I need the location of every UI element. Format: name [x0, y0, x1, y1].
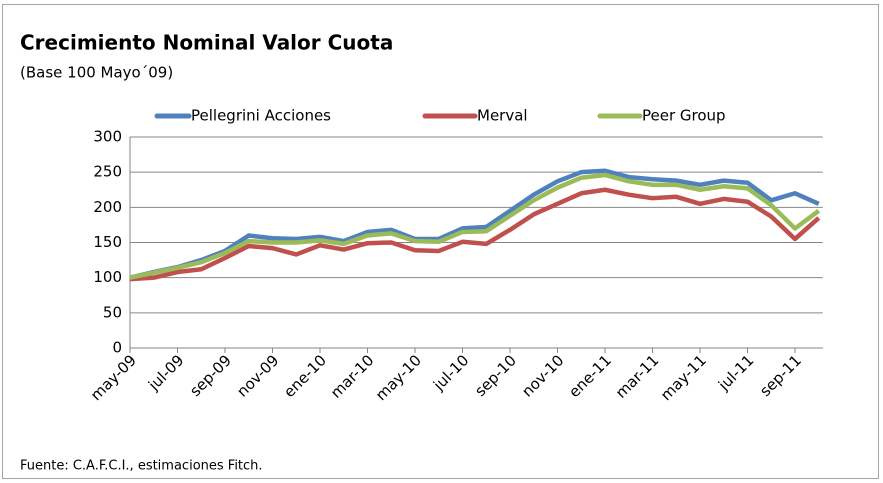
y-tick-label: 50 [103, 303, 122, 321]
series-line [129, 187, 821, 282]
chart-subtitle: (Base 100 Mayo´09) [20, 64, 173, 82]
y-tick-label: 100 [93, 268, 122, 286]
legend-label: Merval [477, 107, 528, 125]
chart-title: Crecimiento Nominal Valor Cuota [20, 31, 393, 55]
y-tick-label: 300 [93, 128, 122, 146]
y-tick-label: 0 [112, 339, 122, 357]
legend-label: Pellegrini Acciones [191, 107, 331, 125]
series-line [129, 168, 820, 280]
y-tick-label: 200 [93, 198, 122, 216]
y-tick-label: 250 [93, 163, 122, 181]
y-tick-label: 150 [93, 233, 122, 251]
legend-label: Peer Group [642, 107, 726, 125]
series-line [129, 172, 821, 280]
source-note: Fuente: C.A.F.C.I., estimaciones Fitch. [20, 459, 263, 474]
